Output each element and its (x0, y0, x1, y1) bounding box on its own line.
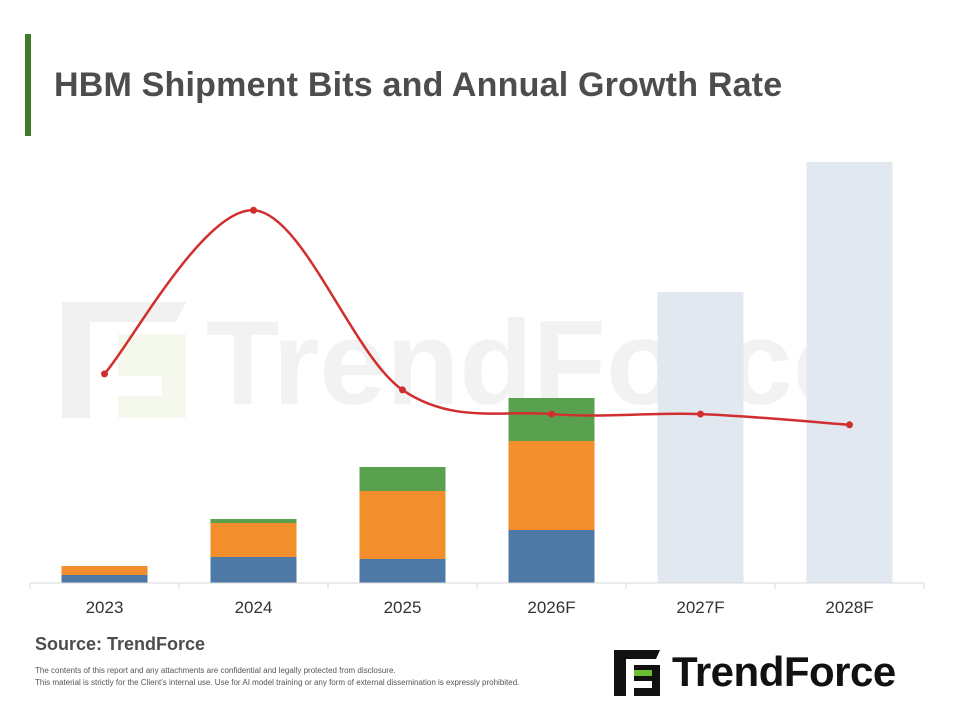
disclaimer: The contents of this report and any atta… (35, 665, 519, 689)
growth-rate-point (250, 206, 257, 214)
bar-segment (508, 530, 595, 583)
bar-segment (210, 557, 297, 583)
growth-rate-point (697, 410, 704, 418)
x-axis-tick-label: 2025 (384, 598, 422, 617)
trendforce-logo-text: TrendForce (672, 648, 896, 695)
disclaimer-line: The contents of this report and any atta… (35, 666, 396, 675)
bar-segment (359, 559, 446, 583)
bar-segment (508, 441, 595, 530)
x-axis-ticks (29, 583, 925, 589)
growth-rate-point (548, 410, 555, 418)
forecast-bar (806, 162, 893, 583)
trendforce-logo: TrendForce (612, 646, 932, 698)
x-axis-tick-label: 2024 (235, 598, 273, 617)
growth-rate-line (101, 206, 853, 429)
bar-segment (359, 467, 446, 491)
bar-segment (210, 519, 297, 523)
disclaimer-line: This material is strictly for the Client… (35, 678, 520, 687)
growth-rate-curve (103, 209, 850, 427)
trendforce-logo-icon (614, 650, 660, 696)
forecast-bars (657, 162, 893, 583)
chart-area: TrendForce 2023 2024 2025 2026F 2027F 2028F (29, 162, 925, 617)
watermark: TrendForce (62, 296, 860, 430)
x-axis-tick-label: 2026F (527, 598, 575, 617)
bar-segment (359, 491, 446, 559)
growth-rate-point (399, 386, 406, 394)
bar-segment (61, 575, 148, 583)
source-note: Source: TrendForce (35, 634, 206, 654)
watermark-logo-icon-accent (118, 334, 186, 418)
x-axis-tick-label: 2027F (676, 598, 724, 617)
x-axis-tick-label: 2028F (825, 598, 873, 617)
bar-segment (210, 523, 297, 557)
bar-segment (61, 566, 148, 575)
x-axis-labels: 2023 2024 2025 2026F 2027F 2028F (86, 598, 874, 617)
chart-svg: TrendForce 2023 2024 2025 2026F 2027F 2028F (29, 162, 925, 617)
bar-segment (508, 398, 595, 441)
page-title: HBM Shipment Bits and Annual Growth Rate (54, 66, 783, 104)
title-accent-bar (25, 34, 31, 136)
growth-rate-point (101, 370, 108, 378)
x-axis-tick-label: 2023 (86, 598, 124, 617)
forecast-bar (657, 292, 744, 583)
stacked-bars (61, 398, 595, 583)
watermark-logo-icon (62, 302, 186, 418)
growth-rate-point (846, 421, 853, 429)
